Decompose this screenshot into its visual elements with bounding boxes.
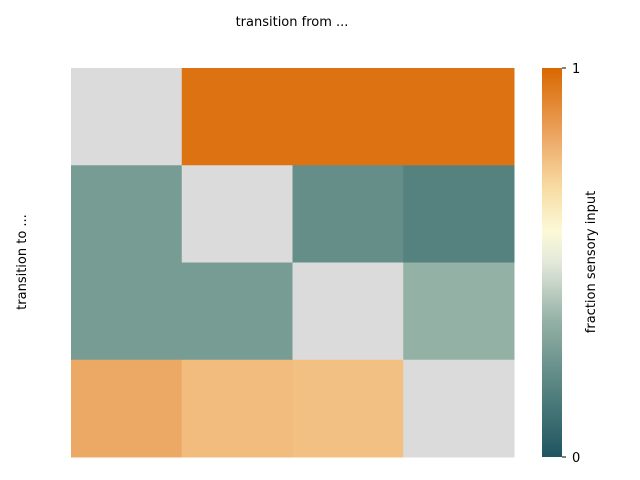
heatmap-cell-r3-c0: [71, 359, 183, 458]
colorbar-label: fraction sensory input: [584, 191, 599, 333]
heatmap-cell-r1-c3: [403, 165, 515, 263]
heatmap-cell-r2-c0: [71, 262, 183, 361]
heatmap-cell-r0-c2: [292, 68, 404, 166]
heatmap-cell-r3-c2: [292, 359, 404, 458]
heatmap-cell-r1-c0: [71, 165, 183, 263]
heatmap-cell-r1-c1: [181, 165, 293, 263]
heatmap-cells: [71, 68, 515, 458]
heatmap-cell-r0-c0: [71, 68, 183, 166]
x-axis-label: transition from ...: [236, 15, 349, 30]
y-axis-label: transition to ...: [15, 214, 30, 310]
heatmap-cell-r2-c2: [292, 262, 404, 361]
colorbar: [542, 68, 562, 457]
heatmap-cell-r3-c1: [181, 359, 293, 458]
colorbar-tick-label-max: 1: [572, 62, 580, 77]
heatmap-cell-r0-c3: [403, 68, 515, 166]
colorbar-tick-label-min: 0: [572, 451, 580, 466]
heatmap-cell-r0-c1: [181, 68, 293, 166]
heatmap-cell-r2-c3: [403, 262, 515, 361]
heatmap-cell-r3-c3: [403, 359, 515, 458]
heatmap-cell-r1-c2: [292, 165, 404, 263]
heatmap-cell-r2-c1: [181, 262, 293, 361]
